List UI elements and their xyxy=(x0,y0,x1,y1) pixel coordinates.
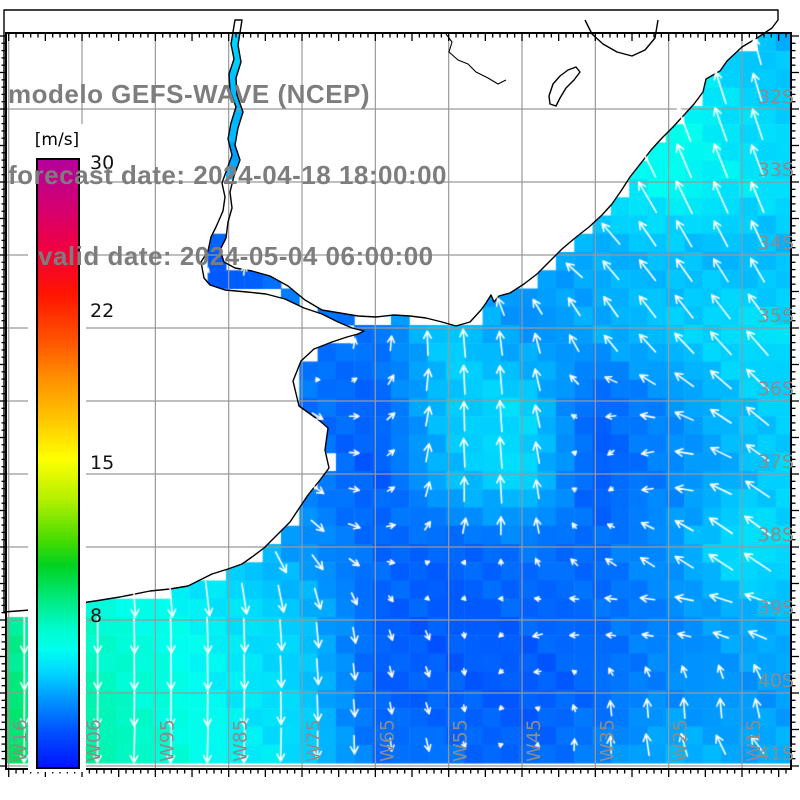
lon-label-51W: W15 xyxy=(743,719,765,762)
model-name: modelo GEFS-WAVE (NCEP) xyxy=(8,79,371,109)
forecast-date: forecast date: 2024-04-18 18:00:00 xyxy=(8,160,448,190)
colorbar-tick-30: 30 xyxy=(90,152,115,174)
lon-label-61W: W16 xyxy=(10,719,32,762)
lon-label-55W: W55 xyxy=(450,719,472,762)
lat-label-36S: 36S xyxy=(758,378,794,400)
lat-label-33S: 33S xyxy=(758,159,794,181)
lat-label-39S: 39S xyxy=(758,597,794,619)
colorbar-tick-15: 15 xyxy=(90,452,115,474)
lat-label-41S: 41S xyxy=(758,743,794,765)
colorbar-gradient xyxy=(36,158,80,769)
lon-label-56W: W65 xyxy=(376,719,398,762)
lat-label-34S: 34S xyxy=(758,232,794,254)
lon-label-57W: W75 xyxy=(303,719,325,762)
lon-label-58W: W85 xyxy=(230,719,252,762)
lon-label-60W: W06 xyxy=(83,719,105,762)
colorbar-unit-label: [m/s] xyxy=(34,130,80,150)
plot-title: modelo GEFS-WAVE (NCEP) forecast date: 2… xyxy=(8,27,447,324)
lat-label-35S: 35S xyxy=(758,305,794,327)
valid-date: valid date: 2024-05-04 06:00:00 xyxy=(38,241,434,271)
lat-label-32S: 32S xyxy=(758,86,794,108)
axis-ticks xyxy=(0,33,799,777)
lat-label-38S: 38S xyxy=(758,524,794,546)
lon-label-54W: W45 xyxy=(523,719,545,762)
lat-label-40S: 40S xyxy=(758,670,794,692)
colorbar-tick-8: 8 xyxy=(90,605,103,627)
colorbar-tick-22: 22 xyxy=(90,300,115,322)
colorbar: [m/s] 30 22 15 8 xyxy=(28,124,114,772)
lon-label-59W: W95 xyxy=(156,719,178,762)
lat-label-37S: 37S xyxy=(758,451,794,473)
lon-label-52W: W25 xyxy=(670,719,692,762)
lon-label-53W: W35 xyxy=(596,719,618,762)
